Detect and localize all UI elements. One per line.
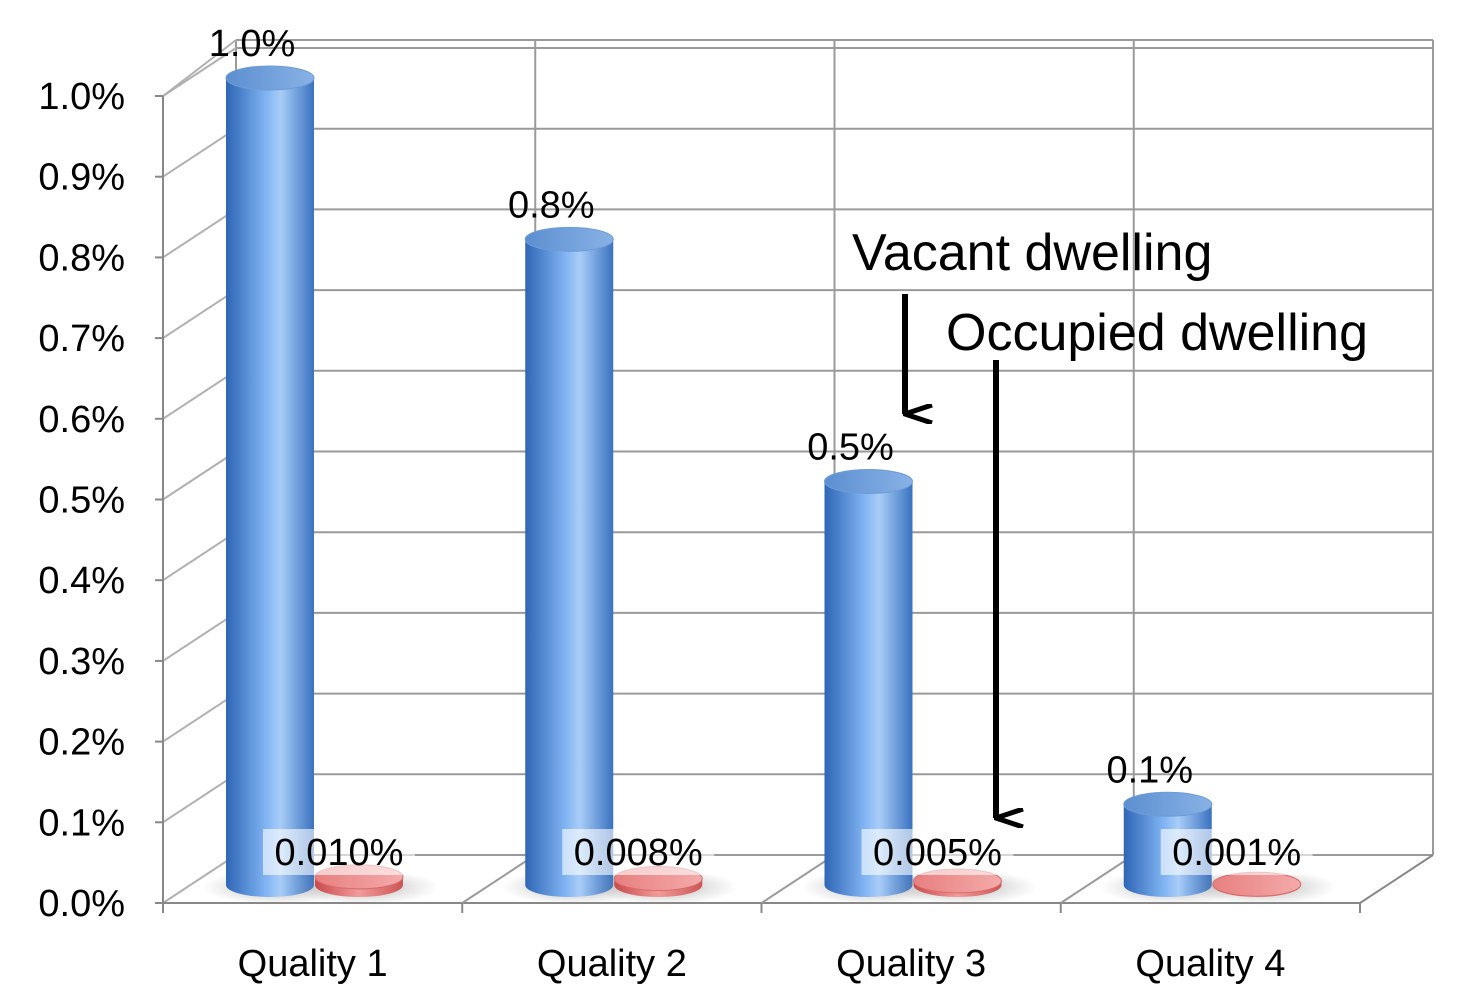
y-tick-label: 0.8% bbox=[38, 237, 125, 279]
side-wall-top bbox=[162, 39, 237, 97]
bar-vacant-dwelling bbox=[525, 239, 614, 897]
bar-top-vacant-dwelling bbox=[524, 226, 614, 252]
floor-divider bbox=[461, 854, 536, 904]
x-tick-label: Quality 3 bbox=[836, 943, 986, 985]
y-tick-label: 0.6% bbox=[38, 399, 125, 441]
data-label-vacant-dwelling: 1.0% bbox=[209, 23, 296, 65]
x-axis: Quality 1 Quality 2 Quality 3 Quality 4 bbox=[162, 854, 1434, 985]
annotations: Vacant dwelling Occupied dwelling bbox=[852, 224, 1368, 818]
annotation-vacant-dwelling: Vacant dwelling bbox=[852, 224, 1212, 282]
gridline-side bbox=[162, 531, 237, 582]
floor-divider bbox=[760, 854, 836, 904]
gridline-side bbox=[162, 612, 237, 662]
annotation-occupied-dwelling: Occupied dwelling bbox=[946, 304, 1368, 362]
gridline-side bbox=[162, 47, 237, 97]
floor-edge bbox=[1359, 854, 1434, 904]
data-label-vacant-dwelling: 0.1% bbox=[1106, 749, 1193, 791]
y-tick-label: 1.0% bbox=[38, 76, 125, 118]
y-tick-label: 0.5% bbox=[38, 480, 125, 522]
x-tick-label: Quality 4 bbox=[1135, 943, 1285, 985]
bar-top-vacant-dwelling bbox=[1123, 791, 1213, 817]
y-tick-label: 0.7% bbox=[38, 318, 125, 360]
y-axis: 0.0% 0.1% 0.2% 0.3% 0.4% 0.5% 0.6% 0.7% 0.8% 0.9%… bbox=[38, 76, 164, 925]
y-tick-label: 0.3% bbox=[38, 641, 125, 683]
gridline-side bbox=[162, 289, 237, 339]
gridline-side bbox=[162, 773, 237, 824]
y-tick-label: 0.1% bbox=[38, 802, 125, 844]
bar-top-vacant-dwelling bbox=[225, 65, 315, 91]
data-label-occupied-dwelling: 0.001% bbox=[1172, 832, 1301, 874]
y-tick-label: 0.0% bbox=[38, 883, 125, 925]
bar-vacant-dwelling bbox=[824, 481, 913, 897]
data-label-occupied-dwelling: 0.008% bbox=[574, 832, 703, 874]
data-label-background bbox=[861, 829, 1014, 875]
y-tick-label: 0.9% bbox=[38, 157, 125, 199]
y-tick-label: 0.4% bbox=[38, 560, 125, 602]
gridlines bbox=[162, 39, 1433, 904]
data-label-vacant-dwelling: 0.8% bbox=[508, 184, 595, 226]
x-tick-label: Quality 2 bbox=[537, 943, 687, 985]
x-tick-label: Quality 1 bbox=[238, 943, 388, 985]
gridline-side bbox=[162, 208, 237, 259]
data-label-vacant-dwelling: 0.5% bbox=[807, 427, 894, 469]
y-tick-label: 0.2% bbox=[38, 722, 125, 764]
data-label-background bbox=[562, 829, 715, 875]
data-label-background bbox=[1160, 829, 1313, 875]
bar-vacant-dwelling bbox=[226, 78, 314, 897]
floor-divider bbox=[1060, 854, 1135, 904]
gridline-side bbox=[162, 369, 237, 420]
gridline-side bbox=[162, 127, 237, 178]
gridline-side bbox=[162, 692, 237, 743]
data-labels: 1.0% 0.8% 0.5% 0.1% 0.010% 0.008% 0.005% 0.001% bbox=[209, 23, 1313, 875]
bar-top-vacant-dwelling bbox=[824, 469, 913, 494]
data-label-occupied-dwelling: 0.010% bbox=[275, 832, 404, 874]
data-label-background bbox=[263, 829, 415, 875]
gridline-side bbox=[162, 450, 237, 501]
bar-top-occupied-dwelling bbox=[1212, 871, 1302, 897]
gridline-side bbox=[162, 854, 237, 904]
data-label-occupied-dwelling: 0.005% bbox=[873, 832, 1002, 874]
